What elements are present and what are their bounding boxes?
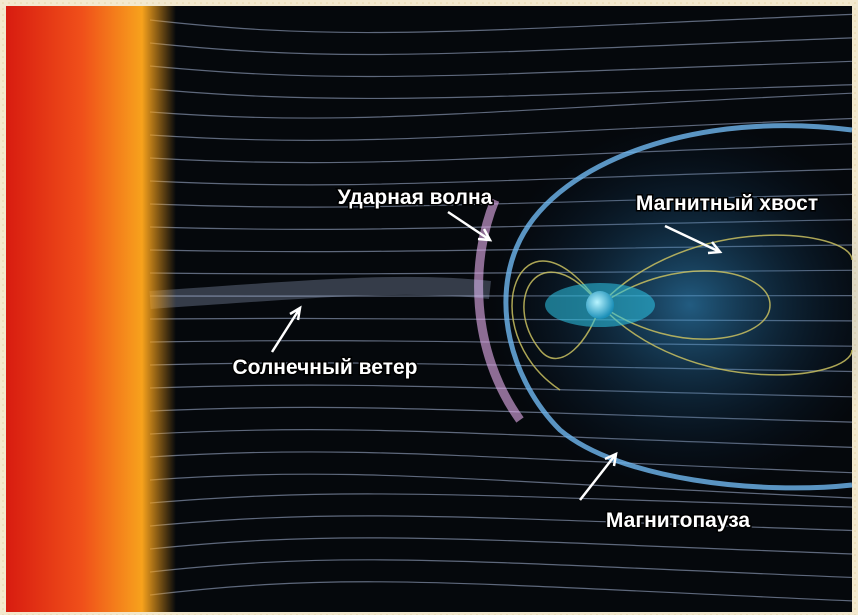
earth: [586, 291, 614, 319]
label: Солнечный ветер: [232, 356, 417, 379]
diagram: Ударная волна Магнитный хвост Солнечный …: [0, 0, 858, 615]
label: Магнитный хвост: [636, 192, 818, 215]
sun: [6, 6, 176, 612]
label: Магнитопауза: [606, 509, 751, 532]
label: Ударная волна: [338, 186, 493, 209]
